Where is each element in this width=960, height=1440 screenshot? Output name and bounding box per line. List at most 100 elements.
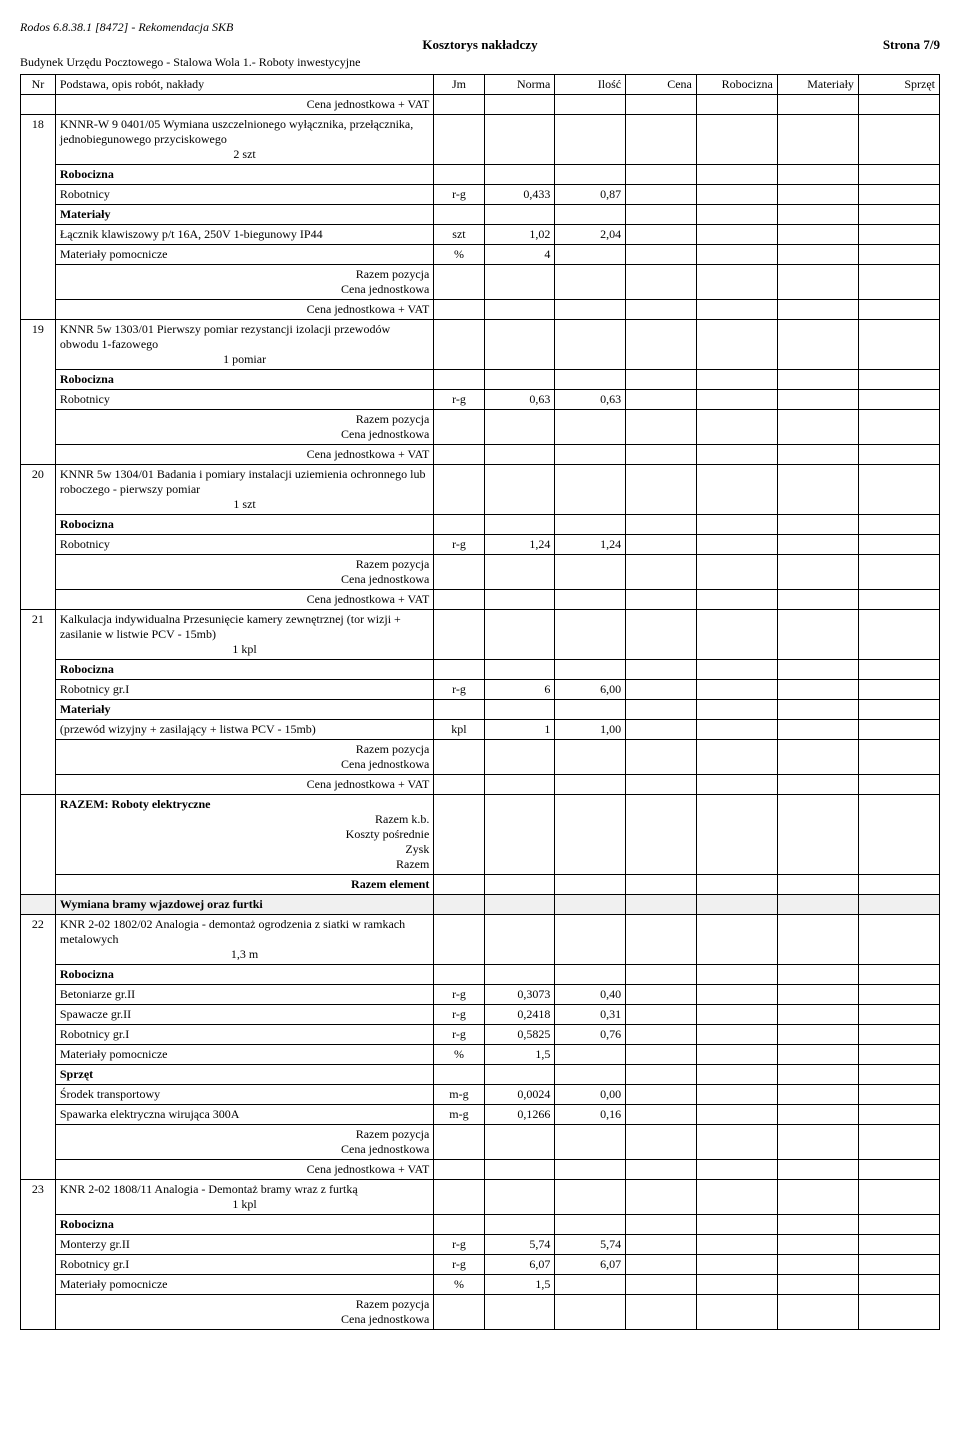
sprzet-item: Spawarka elektryczna wirująca 300A xyxy=(55,1105,433,1125)
table-row: Razem pozycjaCena jednostkowa xyxy=(21,410,940,445)
table-row: Robotnicy gr.Ir-g6,076,07 xyxy=(21,1255,940,1275)
col-norma: Norma xyxy=(484,75,555,95)
table-row: Robocizna xyxy=(21,515,940,535)
row-nr: 20 xyxy=(21,465,56,610)
table-row: Robocizna xyxy=(21,370,940,390)
table-row: Robocizna xyxy=(21,965,940,985)
table-row: Sprzęt xyxy=(21,1065,940,1085)
robocizna-label: Robocizna xyxy=(55,515,433,535)
mat-pom-label: Materiały pomocnicze xyxy=(55,1045,433,1065)
razem-element-label: Razem element xyxy=(55,875,433,895)
materialy-label: Materiały xyxy=(55,205,433,225)
cost-table: Nr Podstawa, opis robót, nakłady Jm Norm… xyxy=(20,74,940,1330)
row-nr: 18 xyxy=(21,115,56,320)
table-row: Robotnicyr-g0,630,63 xyxy=(21,390,940,410)
robocizna-label: Robocizna xyxy=(55,1215,433,1235)
labor-item: Robotnicy gr.I xyxy=(55,1025,433,1045)
cena-vat-label: Cena jednostkowa + VAT xyxy=(55,1160,433,1180)
materialy-label: Materiały xyxy=(55,700,433,720)
sprzet-label: Sprzęt xyxy=(55,1065,433,1085)
robocizna-label: Robocizna xyxy=(55,660,433,680)
subtitle: Budynek Urzędu Pocztowego - Stalowa Wola… xyxy=(20,55,940,70)
material-item: (przewód wizyjny + zasilający + listwa P… xyxy=(55,720,433,740)
row-nr: 19 xyxy=(21,320,56,465)
page-number: Strona 7/9 xyxy=(790,37,940,53)
item-title: KNR 2-02 1808/11 Analogia - Demontaż bra… xyxy=(55,1180,433,1215)
table-row: Spawarka elektryczna wirująca 300Am-g0,1… xyxy=(21,1105,940,1125)
table-row: 20 KNNR 5w 1304/01 Badania i pomiary ins… xyxy=(21,465,940,515)
sprzet-item: Środek transportowy xyxy=(55,1085,433,1105)
section-row: Wymiana bramy wjazdowej oraz furtki xyxy=(21,895,940,915)
table-row: 22 KNR 2-02 1802/02 Analogia - demontaż … xyxy=(21,915,940,965)
row-nr: 22 xyxy=(21,915,56,1180)
table-row: Robocizna xyxy=(21,660,940,680)
col-cena: Cena xyxy=(626,75,697,95)
table-row: Robotnicy gr.Ir-g0,58250,76 xyxy=(21,1025,940,1045)
cena-vat-label: Cena jednostkowa + VAT xyxy=(55,445,433,465)
mat-pom-label: Materiały pomocnicze xyxy=(55,245,433,265)
robotnicy-label: Robotnicy xyxy=(55,535,433,555)
col-materialy: Materiały xyxy=(777,75,858,95)
razem-pozycja-label: Razem pozycjaCena jednostkowa xyxy=(55,1125,433,1160)
table-row: 19 KNNR 5w 1303/01 Pierwszy pomiar rezys… xyxy=(21,320,940,370)
table-row: Cena jednostkowa + VAT xyxy=(21,590,940,610)
cena-vat-label: Cena jednostkowa + VAT xyxy=(55,95,433,115)
table-row: Robotnicyr-g1,241,24 xyxy=(21,535,940,555)
razem-pozycja-label: Razem pozycjaCena jednostkowa xyxy=(55,265,433,300)
item-title: KNR 2-02 1802/02 Analogia - demontaż ogr… xyxy=(55,915,433,965)
row-nr: 23 xyxy=(21,1180,56,1330)
razem-pozycja-label: Razem pozycjaCena jednostkowa xyxy=(55,555,433,590)
table-row: Monterzy gr.IIr-g5,745,74 xyxy=(21,1235,940,1255)
table-row: Materiały pomocnicze%4 xyxy=(21,245,940,265)
table-row: Cena jednostkowa + VAT xyxy=(21,1160,940,1180)
table-row: Cena jednostkowa + VAT xyxy=(21,445,940,465)
item-title: KNNR-W 9 0401/05 Wymiana uszczelnionego … xyxy=(55,115,433,165)
item-title: KNNR 5w 1304/01 Badania i pomiary instal… xyxy=(55,465,433,515)
header-row: Nr Podstawa, opis robót, nakłady Jm Norm… xyxy=(21,75,940,95)
labor-item: Monterzy gr.II xyxy=(55,1235,433,1255)
app-header: Rodos 6.8.38.1 [8472] - Rekomendacja SKB xyxy=(20,20,940,35)
robotnicy-label: Robotnicy xyxy=(55,185,433,205)
table-row: Razem element xyxy=(21,875,940,895)
table-row: Razem pozycjaCena jednostkowa xyxy=(21,1125,940,1160)
section-title: Wymiana bramy wjazdowej oraz furtki xyxy=(55,895,433,915)
table-row: Cena jednostkowa + VAT xyxy=(21,300,940,320)
table-row: Razem pozycjaCena jednostkowa xyxy=(21,265,940,300)
robocizna-label: Robocizna xyxy=(55,370,433,390)
row-nr: 21 xyxy=(21,610,56,795)
item-title: KNNR 5w 1303/01 Pierwszy pomiar rezystan… xyxy=(55,320,433,370)
item-title: Kalkulacja indywidualna Przesunięcie kam… xyxy=(55,610,433,660)
table-row: Materiały xyxy=(21,700,940,720)
robocizna-label: Robocizna xyxy=(55,965,433,985)
cena-vat-label: Cena jednostkowa + VAT xyxy=(55,775,433,795)
table-row: Cena jednostkowa + VAT xyxy=(21,95,940,115)
razem-pozycja-label: Razem pozycjaCena jednostkowa xyxy=(55,740,433,775)
col-jm: Jm xyxy=(434,75,484,95)
table-row: Razem pozycjaCena jednostkowa xyxy=(21,555,940,590)
labor-item: Betoniarze gr.II xyxy=(55,985,433,1005)
table-row: Robocizna xyxy=(21,1215,940,1235)
table-row: Razem pozycjaCena jednostkowa xyxy=(21,1295,940,1330)
table-row: Razem pozycjaCena jednostkowa xyxy=(21,740,940,775)
robotnicy-gr1-label: Robotnicy gr.I xyxy=(55,680,433,700)
razem-pozycja-label: Razem pozycjaCena jednostkowa xyxy=(55,410,433,445)
material-item: Łącznik klawiszowy p/t 16A, 250V 1-biegu… xyxy=(55,225,433,245)
labor-item: Spawacze gr.II xyxy=(55,1005,433,1025)
col-nr: Nr xyxy=(21,75,56,95)
table-row: Materiały pomocnicze%1,5 xyxy=(21,1275,940,1295)
table-row: Robotnicy gr.Ir-g66,00 xyxy=(21,680,940,700)
table-row: Robocizna xyxy=(21,165,940,185)
robocizna-label: Robocizna xyxy=(55,165,433,185)
robotnicy-label: Robotnicy xyxy=(55,390,433,410)
cena-vat-label: Cena jednostkowa + VAT xyxy=(55,300,433,320)
col-robocizna: Robocizna xyxy=(696,75,777,95)
table-row: Betoniarze gr.IIr-g0,30730,40 xyxy=(21,985,940,1005)
table-row: RAZEM: Roboty elektryczne Razem k.b. Kos… xyxy=(21,795,940,875)
razem-pozycja-label: Razem pozycjaCena jednostkowa xyxy=(55,1295,433,1330)
table-row: 23 KNR 2-02 1808/11 Analogia - Demontaż … xyxy=(21,1180,940,1215)
cena-vat-label: Cena jednostkowa + VAT xyxy=(55,590,433,610)
table-row: (przewód wizyjny + zasilający + listwa P… xyxy=(21,720,940,740)
summary-block: RAZEM: Roboty elektryczne Razem k.b. Kos… xyxy=(55,795,433,875)
mat-pom-label: Materiały pomocnicze xyxy=(55,1275,433,1295)
labor-item: Robotnicy gr.I xyxy=(55,1255,433,1275)
